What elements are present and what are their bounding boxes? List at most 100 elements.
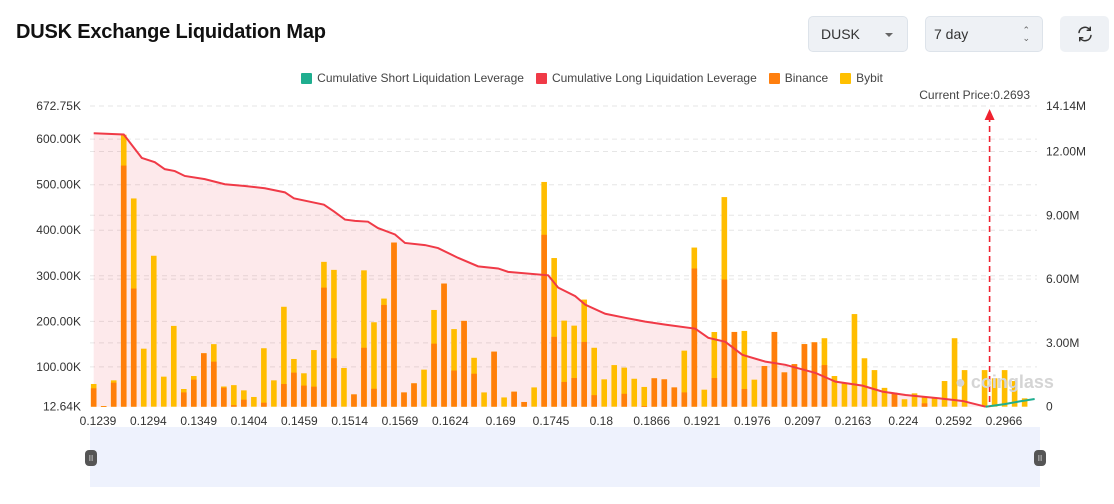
- y-left-tick-label: 500.00K: [36, 178, 81, 192]
- x-tick-label: 0.1921: [684, 414, 721, 428]
- y-left-tick-label: 200.00K: [36, 314, 81, 328]
- legend-item[interactable]: Bybit: [840, 71, 883, 85]
- binance-bar: [261, 402, 267, 407]
- bybit-bar: [150, 255, 157, 407]
- binance-bar: [461, 320, 467, 407]
- binance-bar: [561, 381, 567, 407]
- y-right-tick-label: 14.14M: [1046, 99, 1086, 113]
- x-tick-label: 0.1294: [130, 414, 167, 428]
- y-left-tick-label: 672.75K: [36, 99, 81, 113]
- binance-bar: [401, 392, 407, 407]
- binance-bar: [761, 365, 768, 407]
- x-tick-label: 0.1976: [734, 414, 771, 428]
- binance-bar: [681, 392, 688, 407]
- legend-swatch: [840, 72, 852, 84]
- legend-item[interactable]: Cumulative Short Liquidation Leverage: [301, 71, 524, 85]
- binance-bar: [471, 373, 477, 407]
- legend-swatch: [768, 72, 780, 84]
- binance-bar: [541, 234, 547, 407]
- bybit-bar: [561, 320, 567, 407]
- binance-bar: [741, 388, 748, 407]
- binance-bar: [281, 383, 287, 407]
- y-right-tick-label: 0: [1046, 400, 1053, 414]
- binance-bar: [201, 353, 207, 407]
- x-tick-label: 0.224: [888, 414, 918, 428]
- bybit-bar: [831, 376, 838, 407]
- binance-bar: [651, 378, 658, 407]
- binance-bar: [511, 391, 517, 407]
- bybit-bar: [170, 325, 177, 407]
- binance-bar: [661, 379, 668, 407]
- refresh-icon: [1077, 26, 1092, 42]
- x-tick-label: 0.1866: [633, 414, 670, 428]
- y-right-tick-label: 6.00M: [1046, 272, 1079, 286]
- binance-bar: [781, 372, 788, 407]
- binance-bar: [431, 343, 437, 407]
- current-price-arrow-icon: [984, 109, 995, 120]
- binance-bar: [291, 372, 297, 407]
- binance-bar: [801, 344, 808, 407]
- bybit-bar: [951, 338, 958, 407]
- current-price-label: Current Price:0.2693: [919, 88, 1030, 102]
- binance-bar: [821, 365, 828, 407]
- binance-bar: [671, 387, 678, 407]
- range-slider[interactable]: [90, 427, 1040, 487]
- legend-item[interactable]: Cumulative Long Liquidation Leverage: [535, 71, 757, 85]
- slider-handle-right[interactable]: II: [1034, 450, 1046, 466]
- binance-bar: [130, 288, 137, 407]
- x-tick-label: 0.1239: [80, 414, 117, 428]
- binance-bar: [411, 383, 417, 407]
- bybit-bar: [881, 387, 888, 407]
- x-tick-label: 0.1459: [281, 414, 318, 428]
- bybit-bar: [631, 378, 638, 407]
- bybit-bar: [160, 376, 167, 407]
- bybit-bar: [331, 269, 337, 407]
- bybit-bar: [711, 332, 718, 407]
- bybit-bar: [591, 347, 597, 407]
- binance-bar: [361, 347, 367, 407]
- x-tick-label: 0.1514: [331, 414, 368, 428]
- bybit-bar: [931, 398, 938, 407]
- binance-bar: [191, 379, 197, 407]
- bybit-bar: [961, 370, 968, 407]
- binance-bar: [100, 406, 107, 407]
- legend-item[interactable]: Binance: [768, 71, 828, 85]
- bybit-bar: [1011, 381, 1018, 407]
- bybit-bar: [251, 396, 257, 407]
- binance-bar: [791, 364, 798, 407]
- bybit-bar: [991, 378, 998, 407]
- binance-bar: [891, 392, 898, 407]
- period-select[interactable]: 7 day ⌃ ⌄: [925, 16, 1043, 52]
- binance-bar: [211, 361, 217, 407]
- bybit-bar: [751, 379, 758, 407]
- bybit-bar: [601, 379, 608, 407]
- bybit-bar: [501, 397, 507, 407]
- bybit-bar: [901, 399, 908, 407]
- slider-handle-left[interactable]: II: [85, 450, 97, 466]
- x-tick-label: 0.1624: [432, 414, 469, 428]
- x-tick-label: 0.2163: [835, 414, 872, 428]
- binance-bar: [381, 304, 387, 407]
- legend-label: Cumulative Short Liquidation Leverage: [317, 71, 524, 85]
- binance-bar: [571, 378, 577, 407]
- bybit-bar: [851, 314, 858, 407]
- binance-bar: [321, 287, 327, 407]
- bybit-bar: [261, 348, 267, 407]
- symbol-select[interactable]: DUSK: [808, 16, 908, 52]
- bybit-bar: [341, 367, 347, 407]
- binance-bar: [921, 403, 928, 407]
- y-left-tick-label: 400.00K: [36, 223, 81, 237]
- bybit-bar: [641, 386, 648, 407]
- bybit-bar: [231, 385, 237, 407]
- refresh-button[interactable]: [1060, 16, 1109, 52]
- symbol-select-value: DUSK: [821, 26, 860, 42]
- binance-bar: [110, 382, 117, 407]
- bybit-bar: [451, 329, 457, 407]
- x-tick-label: 0.2592: [935, 414, 972, 428]
- y-left-tick-label: 600.00K: [36, 132, 81, 146]
- binance-bar: [120, 165, 127, 407]
- x-tick-label: 0.169: [486, 414, 516, 428]
- binance-bar: [811, 342, 818, 407]
- binance-bar: [521, 401, 527, 407]
